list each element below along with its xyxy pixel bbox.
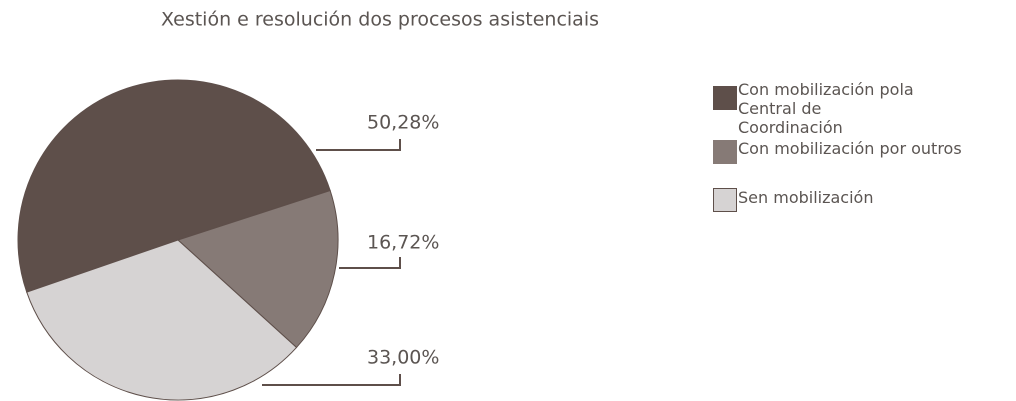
leader-lines — [262, 139, 401, 386]
pie-slice — [17, 79, 331, 293]
data-label: 50,28% — [367, 112, 439, 134]
pie-slice — [26, 239, 298, 401]
data-label: 16,72% — [367, 232, 439, 254]
leader-line — [316, 139, 401, 151]
legend-label: Con mobilización por outros — [738, 139, 962, 158]
leader-line — [262, 374, 401, 386]
data-label: 33,00% — [367, 347, 439, 369]
legend-swatch — [713, 188, 737, 212]
legend-label: Sen mobilización — [738, 188, 874, 207]
legend-swatch — [713, 86, 737, 110]
pie-slice — [177, 189, 339, 349]
pie — [17, 79, 339, 401]
legend-swatch — [713, 140, 737, 164]
leader-line — [339, 257, 401, 269]
chart-title: Xestión e resolución dos procesos asiste… — [161, 9, 599, 31]
legend-label: Con mobilización pola Central de Coordin… — [738, 80, 914, 137]
